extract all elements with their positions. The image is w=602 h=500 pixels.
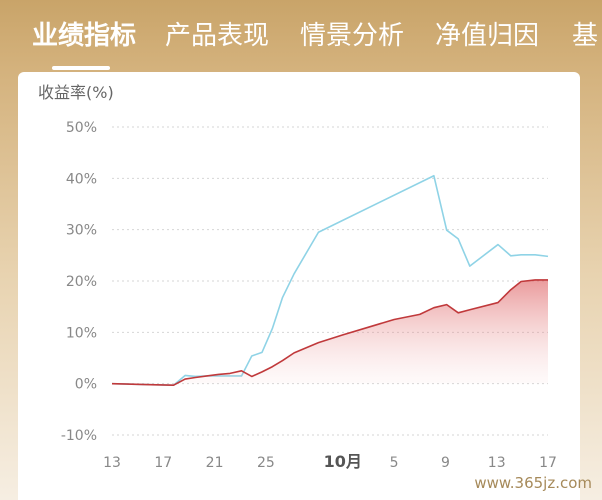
y-tick-label: 0%: [75, 377, 97, 393]
x-tick-label: 17: [539, 455, 557, 471]
y-tick-label: 20%: [66, 274, 97, 290]
y-tick-label: 10%: [66, 325, 97, 341]
active-tab-indicator: [52, 66, 110, 70]
tab-scenario-analysis[interactable]: 情景分析: [300, 21, 405, 51]
y-tick-label: 50%: [66, 120, 97, 136]
tab-performance-metrics[interactable]: 业绩指标: [32, 21, 137, 51]
tab-bar: 业绩指标 产品表现 情景分析 净值归因 基: [0, 0, 602, 72]
x-tick-label: 13: [488, 455, 506, 471]
tab-nav-attribution[interactable]: 净值归因: [435, 21, 540, 51]
series-line-red: [111, 279, 548, 387]
x-tick-label: 21: [206, 455, 224, 471]
y-tick-label: 40%: [66, 171, 97, 187]
x-tick-label: 25: [257, 455, 275, 471]
x-tick-label: 5: [390, 455, 399, 471]
watermark: www.365jz.com: [474, 474, 592, 492]
x-tick-label: 9: [441, 455, 450, 471]
series-area-fill: [112, 279, 548, 386]
x-tick-label: 13: [103, 455, 121, 471]
y-tick-label: 30%: [66, 223, 97, 239]
x-tick-label: 10月: [324, 452, 362, 471]
tab-product-performance[interactable]: 产品表现: [165, 21, 270, 51]
x-tick-label: 17: [154, 455, 172, 471]
y-tick-label: -10%: [61, 428, 97, 444]
chart-card: [18, 72, 580, 500]
series-line-blue: [111, 174, 549, 387]
y-axis-title: 收益率(%): [38, 83, 114, 102]
tab-partial-next[interactable]: 基: [572, 21, 599, 51]
